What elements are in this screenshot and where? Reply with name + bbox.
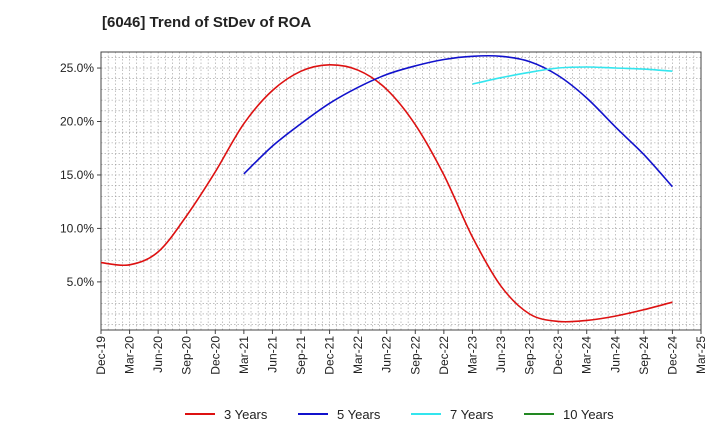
y-tick-label: 20.0% [60, 115, 94, 129]
x-tick-label: Dec-22 [437, 336, 451, 375]
x-tick-label: Dec-19 [94, 336, 108, 375]
y-tick-label: 10.0% [60, 221, 94, 235]
x-tick-label: Jun-21 [265, 336, 279, 373]
x-tick-label: Sep-24 [637, 336, 651, 375]
x-tick-label: Mar-25 [694, 336, 708, 374]
y-axis-ticks: 5.0% 10.0% 15.0% 20.0% 25.0% [60, 61, 101, 289]
x-tick-label: Mar-23 [465, 336, 479, 374]
grid [101, 52, 701, 330]
x-tick-label: Mar-24 [580, 336, 594, 374]
x-tick-label: Jun-22 [380, 336, 394, 373]
legend-label: 7 Years [450, 407, 494, 422]
series-line-7-years [472, 66, 673, 85]
x-tick-label: Dec-21 [323, 336, 337, 375]
x-tick-label: Jun-24 [608, 336, 622, 373]
x-tick-label: Jun-23 [494, 336, 508, 373]
series-line-5-years [243, 54, 673, 188]
x-tick-label: Dec-24 [665, 336, 679, 375]
legend-label: 5 Years [337, 407, 381, 422]
x-tick-label: Mar-20 [123, 336, 137, 374]
plot-area [100, 51, 702, 331]
y-tick-label: 25.0% [60, 61, 94, 75]
x-tick-label: Sep-20 [180, 336, 194, 375]
series-lines [100, 54, 673, 323]
legend: 3 Years 5 Years 7 Years 10 Years [185, 407, 614, 422]
x-tick-label: Mar-22 [351, 336, 365, 374]
x-tick-label: Dec-20 [208, 336, 222, 375]
x-tick-label: Dec-23 [551, 336, 565, 375]
x-axis-ticks: Dec-19 Mar-20 Jun-20 Sep-20 Dec-20 Mar-21 Jun-… [94, 330, 708, 375]
legend-label: 10 Years [563, 407, 614, 422]
series-line-3-years [100, 63, 673, 323]
x-tick-label: Sep-21 [294, 336, 308, 375]
x-tick-label: Mar-21 [237, 336, 251, 374]
chart-title: [6046] Trend of StDev of ROA [102, 14, 312, 31]
y-tick-label: 15.0% [60, 168, 94, 182]
legend-label: 3 Years [224, 407, 268, 422]
x-tick-label: Jun-20 [151, 336, 165, 373]
y-tick-label: 5.0% [67, 275, 95, 289]
x-tick-label: Sep-22 [408, 336, 422, 375]
x-tick-label: Sep-23 [523, 336, 537, 375]
